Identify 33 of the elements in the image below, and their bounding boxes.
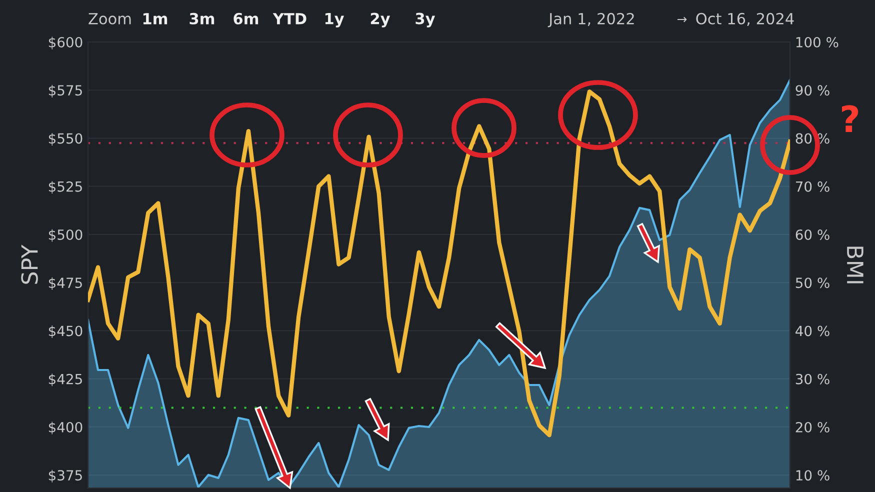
y-tick-label: $550	[48, 132, 82, 146]
text: 3m	[190, 12, 214, 24]
y-tick-label: $425	[48, 374, 82, 386]
text: 1m	[143, 13, 168, 24]
y-tick-label: $450	[48, 325, 82, 338]
y2-tick-label: 40 %	[796, 326, 830, 336]
y2-tick-label: 90 %	[796, 85, 830, 96]
y-tick-label: $525	[48, 181, 82, 194]
y2-tick-label: 50 %	[796, 278, 830, 288]
y-axis-title: SPY	[21, 244, 38, 284]
y-tick-label: $600	[48, 36, 82, 50]
y-tick-label: $575	[48, 84, 82, 98]
y2-tick-label: 70 %	[796, 181, 830, 192]
y2-tick-label: 100 %	[796, 36, 838, 48]
y2-tick-label: 10 %	[796, 470, 830, 481]
text: 1y	[325, 12, 344, 28]
y2-tick-label: 60 %	[796, 229, 830, 240]
text: →	[677, 16, 687, 22]
text: Zoom	[88, 13, 131, 24]
y-tick-label: $375	[48, 470, 82, 482]
text: 3y	[416, 12, 436, 28]
y-tick-label: $500	[48, 229, 82, 242]
y2-tick-label: 20 %	[796, 422, 830, 432]
text: 6m	[234, 12, 258, 24]
text: Jan 1, 2022	[548, 12, 634, 28]
text: Oct 16, 2024	[696, 12, 794, 26]
y2-tick-label: 30 %	[796, 374, 830, 384]
y-tick-label: $400	[48, 422, 82, 434]
y2-axis-title: BMI	[847, 246, 864, 284]
text: YTD	[272, 13, 306, 24]
y-tick-label: $475	[48, 277, 82, 290]
text: 2y	[370, 12, 390, 28]
text: ?	[842, 105, 858, 132]
